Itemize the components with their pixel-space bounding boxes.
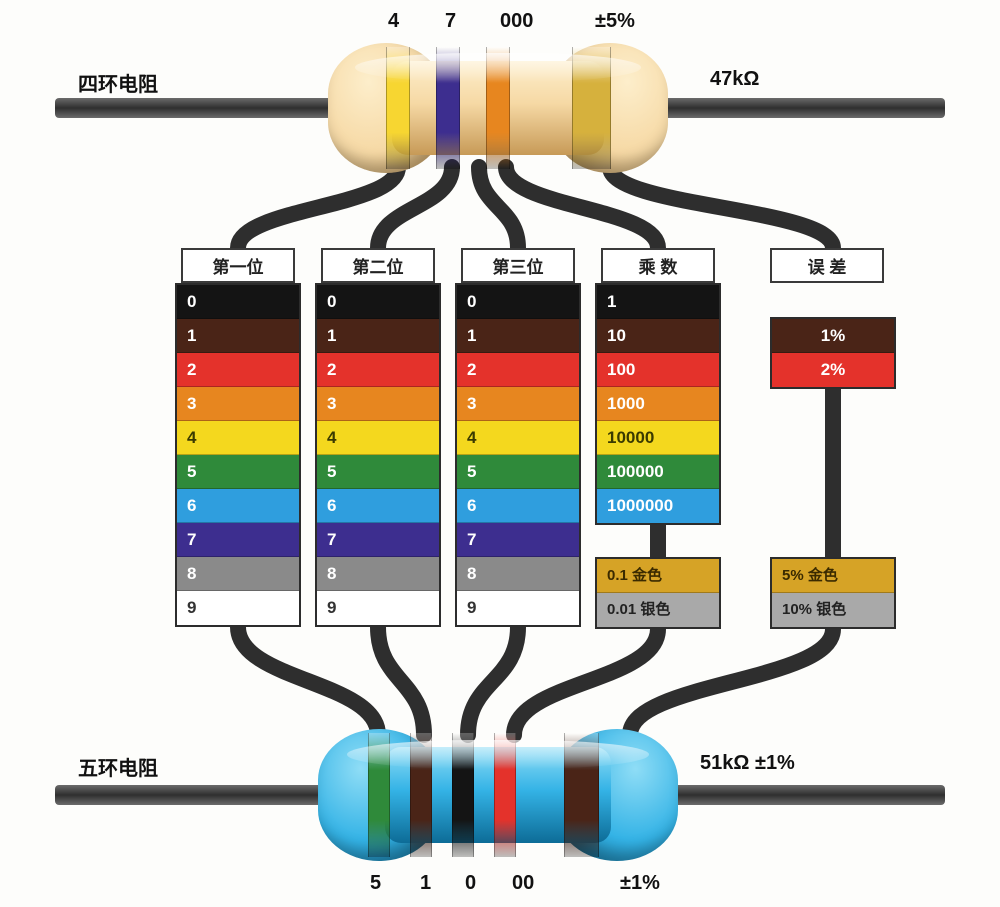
col-digit-2-row-1: 1 xyxy=(317,319,439,353)
bot-left-label: 五环电阻 xyxy=(78,752,158,781)
col-digit-3-row-4: 4 xyxy=(457,421,579,455)
col-header-3: 乘 数 xyxy=(601,248,715,283)
col-header-1: 第二位 xyxy=(321,248,435,283)
col-multiplier: 1101001000100001000001000000 xyxy=(595,283,721,525)
col-digit-1-row-4: 4 xyxy=(177,421,299,455)
col-multiplier-row-3: 1000 xyxy=(597,387,719,421)
bot-right-label: 51kΩ ±1% xyxy=(700,752,795,775)
col-digit-2-row-4: 4 xyxy=(317,421,439,455)
col-digit-1-row-9: 9 xyxy=(177,591,299,625)
col-digit-2-row-6: 6 xyxy=(317,489,439,523)
col-digit-2: 0123456789 xyxy=(315,283,441,627)
bot-reading-4: 00 xyxy=(512,872,534,895)
bot-reading-2: 1 xyxy=(420,872,431,895)
tol-extra-0: 5% 金色 xyxy=(772,559,894,593)
col-digit-3-row-7: 7 xyxy=(457,523,579,557)
tol-1: 2% xyxy=(772,353,894,387)
mult-extra-0: 0.1 金色 xyxy=(597,559,719,593)
band-brown xyxy=(410,733,432,857)
col-multiplier-row-2: 100 xyxy=(597,353,719,387)
col-multiplier-row-1: 10 xyxy=(597,319,719,353)
col-digit-3-row-9: 9 xyxy=(457,591,579,625)
top-right-label: 47kΩ xyxy=(710,68,759,91)
top-reading-3: 000 xyxy=(500,10,533,33)
diagram-root: { "canvas": { "w": 1000, "h": 907, "bg":… xyxy=(0,0,1000,907)
top-left-label: 四环电阻 xyxy=(78,68,158,97)
col-multiplier-row-5: 100000 xyxy=(597,455,719,489)
col-digit-3-row-6: 6 xyxy=(457,489,579,523)
col-digit-3-row-8: 8 xyxy=(457,557,579,591)
col-tolerance-extra: 5% 金色10% 银色 xyxy=(770,557,896,629)
col-tolerance: 1%2% xyxy=(770,317,896,389)
band-black xyxy=(452,733,474,857)
col-digit-2-row-5: 5 xyxy=(317,455,439,489)
col-digit-1: 0123456789 xyxy=(175,283,301,627)
col-digit-3-row-1: 1 xyxy=(457,319,579,353)
col-digit-2-row-0: 0 xyxy=(317,285,439,319)
col-digit-3-row-0: 0 xyxy=(457,285,579,319)
col-digit-1-row-0: 0 xyxy=(177,285,299,319)
bot-reading-5: ±1% xyxy=(620,872,660,895)
top-resistor xyxy=(328,43,668,173)
col-header-0: 第一位 xyxy=(181,248,295,283)
col-digit-2-row-2: 2 xyxy=(317,353,439,387)
col-digit-1-row-6: 6 xyxy=(177,489,299,523)
col-digit-3-row-3: 3 xyxy=(457,387,579,421)
col-multiplier-extra: 0.1 金色0.01 银色 xyxy=(595,557,721,629)
band-red xyxy=(494,733,516,857)
bot-reading-3: 0 xyxy=(465,872,476,895)
col-digit-3-row-5: 5 xyxy=(457,455,579,489)
col-digit-2-row-3: 3 xyxy=(317,387,439,421)
band-orange xyxy=(486,47,510,169)
top-wire-right xyxy=(648,98,945,118)
col-digit-1-row-2: 2 xyxy=(177,353,299,387)
top-reading-2: 7 xyxy=(445,10,456,33)
col-digit-1-row-7: 7 xyxy=(177,523,299,557)
top-wire-left xyxy=(55,98,348,118)
col-digit-2-row-8: 8 xyxy=(317,557,439,591)
bottom-wire-left xyxy=(55,785,338,805)
col-digit-2-row-7: 7 xyxy=(317,523,439,557)
band-violet xyxy=(436,47,460,169)
col-header-2: 第三位 xyxy=(461,248,575,283)
col-digit-3-row-2: 2 xyxy=(457,353,579,387)
col-digit-3: 0123456789 xyxy=(455,283,581,627)
bot-reading-1: 5 xyxy=(370,872,381,895)
col-digit-1-row-3: 3 xyxy=(177,387,299,421)
tol-extra-1: 10% 银色 xyxy=(772,593,894,627)
bottom-resistor xyxy=(318,729,678,861)
tol-0: 1% xyxy=(772,319,894,353)
col-digit-1-row-1: 1 xyxy=(177,319,299,353)
col-multiplier-row-4: 10000 xyxy=(597,421,719,455)
col-digit-2-row-9: 9 xyxy=(317,591,439,625)
band-gold xyxy=(572,47,610,169)
top-reading-1: 4 xyxy=(388,10,399,33)
band-brown xyxy=(564,733,599,857)
col-digit-1-row-8: 8 xyxy=(177,557,299,591)
col-multiplier-row-0: 1 xyxy=(597,285,719,319)
mult-extra-1: 0.01 银色 xyxy=(597,593,719,627)
col-digit-1-row-5: 5 xyxy=(177,455,299,489)
band-green xyxy=(368,733,390,857)
top-reading-4: ±5% xyxy=(595,10,635,33)
bottom-wire-right xyxy=(658,785,945,805)
col-multiplier-row-6: 1000000 xyxy=(597,489,719,523)
col-header-4: 误 差 xyxy=(770,248,884,283)
band-yellow xyxy=(386,47,410,169)
